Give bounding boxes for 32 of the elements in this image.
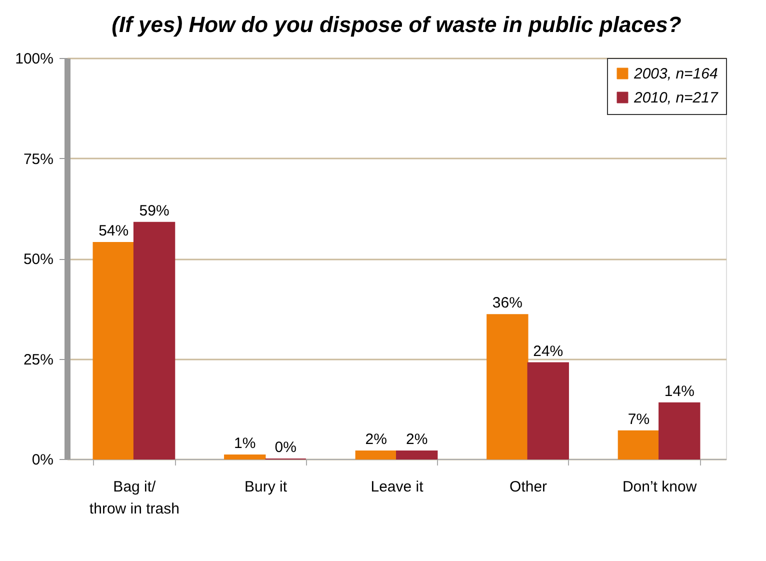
data-label: 2% bbox=[406, 430, 428, 448]
data-label: 24% bbox=[533, 342, 564, 360]
x-tick-label: Bag it/ throw in trash bbox=[89, 478, 180, 518]
bar bbox=[224, 454, 266, 460]
legend-label: 2010, n=217 bbox=[633, 90, 718, 106]
chart-title: (If yes) How do you dispose of waste in public places? bbox=[112, 12, 682, 37]
data-label: 2% bbox=[365, 430, 387, 448]
data-label: 1% bbox=[234, 434, 256, 452]
data-label: 14% bbox=[664, 382, 694, 400]
x-tick-label: Leave it bbox=[370, 478, 424, 496]
bar bbox=[486, 314, 528, 460]
y-tick-label: 0% bbox=[32, 452, 54, 468]
legend-label: 2003, n=164 bbox=[633, 66, 718, 82]
data-label: 54% bbox=[98, 222, 129, 240]
y-tick-label: 50% bbox=[23, 251, 54, 268]
bar bbox=[658, 402, 700, 460]
x-tick-label: Other bbox=[510, 478, 548, 496]
data-label: 0% bbox=[274, 439, 296, 456]
bar bbox=[92, 242, 134, 460]
bar bbox=[133, 222, 176, 460]
x-tick-label: Don’t know bbox=[622, 478, 697, 496]
y-tick-label: 75% bbox=[23, 150, 54, 168]
x-tick-label: Bury it bbox=[244, 478, 288, 496]
bar bbox=[618, 430, 660, 460]
y-tick-label: 100% bbox=[15, 50, 54, 68]
bar bbox=[355, 450, 397, 460]
bar bbox=[527, 362, 569, 460]
data-label: 7% bbox=[628, 410, 650, 428]
y-tick-label: 25% bbox=[23, 351, 54, 368]
bar bbox=[396, 450, 438, 460]
data-label: 36% bbox=[492, 294, 522, 312]
data-label: 59% bbox=[139, 202, 170, 220]
